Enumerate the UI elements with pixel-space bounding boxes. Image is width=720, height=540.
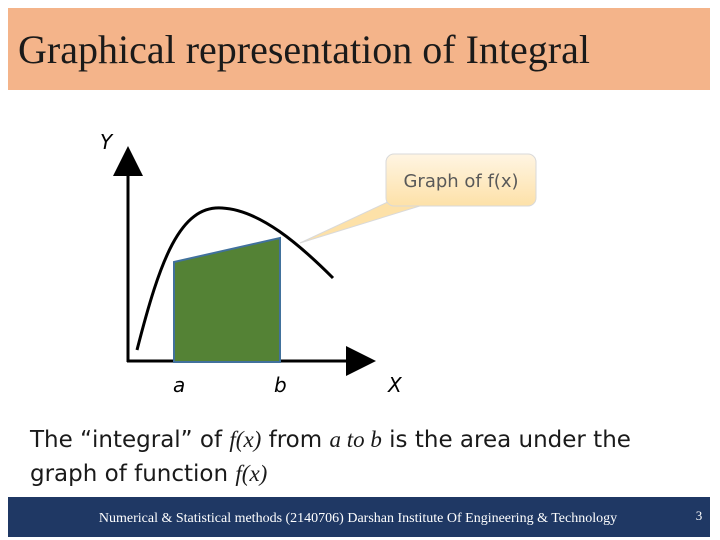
body-text: The “integral” of <box>29 427 229 453</box>
a-label: a <box>173 373 185 397</box>
body-text: graph of function <box>30 461 235 487</box>
curve <box>135 206 335 351</box>
body-line: The “integral” of f(x) from a to b is th… <box>29 427 631 453</box>
title-band <box>8 8 710 90</box>
footer-band <box>8 497 710 537</box>
footer-text: Numerical & Statistical methods (2140706… <box>99 511 617 526</box>
area <box>173 236 281 363</box>
body-line: graph of function f(x) <box>30 461 267 487</box>
body-math: f(x) <box>229 427 261 452</box>
page-number: 3 <box>696 508 703 523</box>
title: Graphical representation of Integral <box>18 27 590 72</box>
callout <box>385 153 537 207</box>
callout-text: Graph of f(x) <box>403 171 518 192</box>
body-text: from <box>261 427 329 453</box>
b-label: b <box>274 373 287 397</box>
body-math: f(x) <box>235 461 267 486</box>
x-label: X <box>387 373 403 397</box>
body-math: a to b <box>329 427 381 452</box>
y-label: Y <box>100 130 114 154</box>
body-text: is the area under the <box>382 427 631 453</box>
